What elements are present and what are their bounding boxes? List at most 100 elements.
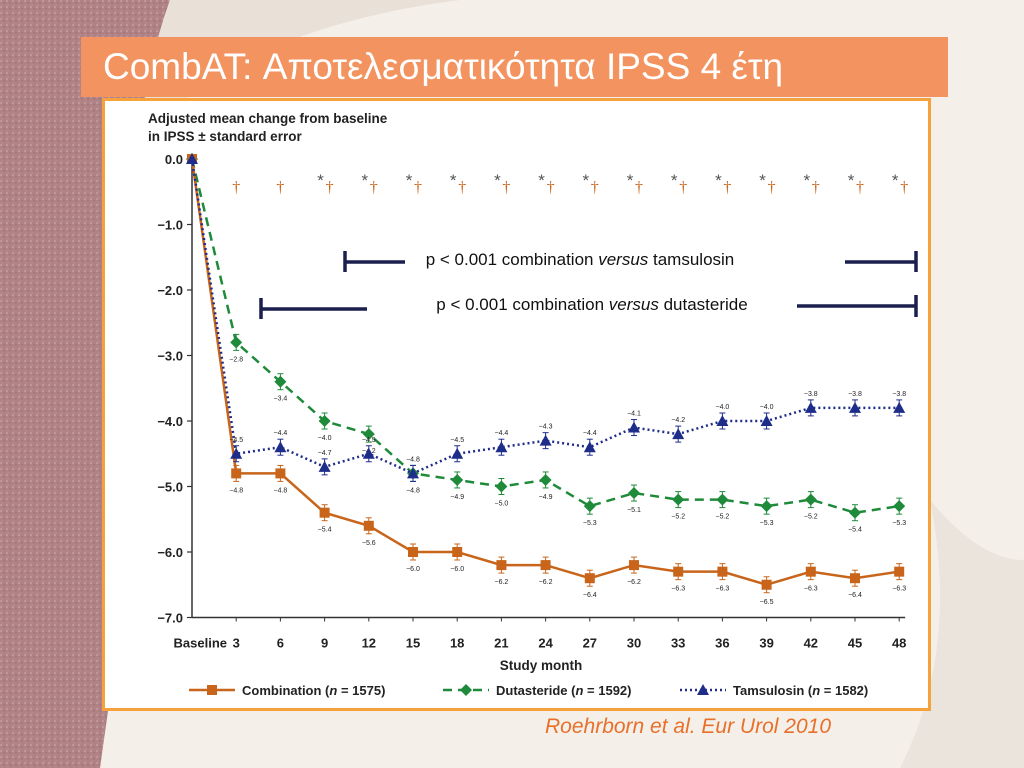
data-point xyxy=(408,547,418,557)
series-combination: −4.8 −4.8 −5.4 −5.6 −6.0 −6.0 −6.2 −6.2 −6.4 −6.2… xyxy=(187,154,906,606)
data-point xyxy=(319,507,330,518)
x-tick-label: 27 xyxy=(583,636,597,651)
series-line xyxy=(190,158,900,587)
data-point xyxy=(362,428,375,441)
dagger-marker: † xyxy=(723,179,731,196)
data-point xyxy=(362,447,375,459)
data-point xyxy=(849,401,861,413)
data-point xyxy=(231,468,242,479)
data-label: −6.0 xyxy=(450,566,464,573)
annotation-tamsulosin-italic: versus xyxy=(598,250,649,269)
data-label: −4.1 xyxy=(627,411,641,418)
series-tamsulosin: −4.5 −4.4 −4.7 −4.5 −4.8 −4.5 −4.4 −4.3 −4.4 −4.1… xyxy=(186,153,906,482)
annotation-dutasteride: p < 0.001 combination versus dutasteride xyxy=(436,295,747,314)
data-label: −3.8 xyxy=(804,391,818,398)
bracket-dutasteride xyxy=(259,295,918,319)
data-point xyxy=(495,480,508,493)
star-marker: * xyxy=(671,171,678,190)
y-tick-label: −3.0 xyxy=(157,349,183,364)
data-point xyxy=(804,401,817,413)
annotation-dutasteride-prefix: p < 0.001 combination xyxy=(436,295,608,314)
x-tick-label: 24 xyxy=(538,636,553,651)
data-label: −4.9 xyxy=(539,494,553,501)
x-tick-label: 3 xyxy=(233,636,240,651)
data-point xyxy=(584,573,595,584)
axes: 0.0 −1.0 −2.0 −3.0 −4.0 −5.0 −6.0 −7.0 Baseline 3… xyxy=(157,152,906,651)
dagger-marker: † xyxy=(232,179,240,196)
data-label: −4.9 xyxy=(450,494,464,501)
chart-frame: Adjusted mean change from baseline in IP… xyxy=(102,98,931,711)
data-label: −6.4 xyxy=(848,592,862,599)
data-point xyxy=(496,560,507,571)
data-label: −4.0 xyxy=(715,404,729,411)
star-marker: * xyxy=(715,171,722,190)
data-label: −5.4 xyxy=(848,527,862,534)
y-axis-label-line1: Adjusted mean change from baseline xyxy=(148,111,388,126)
data-point xyxy=(452,547,463,557)
data-label: −4.8 xyxy=(273,487,287,494)
data-label: −3.8 xyxy=(848,391,862,398)
data-label: −4.4 xyxy=(494,430,508,437)
annotation-tamsulosin-prefix: p < 0.001 combination xyxy=(426,250,598,269)
data-point xyxy=(318,415,331,427)
dagger-marker: † xyxy=(591,179,599,196)
data-point xyxy=(274,441,287,453)
legend-label: Combination (n = 1575) xyxy=(242,683,385,698)
data-point xyxy=(539,473,552,486)
star-marker: * xyxy=(848,171,855,190)
legend: Combination (n = 1575) Dutasteride (n = 1… xyxy=(189,683,868,698)
x-tick-label: 21 xyxy=(494,636,508,651)
dagger-marker: † xyxy=(635,179,643,196)
data-label: −2.8 xyxy=(229,356,243,363)
data-label: −4.8 xyxy=(229,487,243,494)
x-tick-label: 33 xyxy=(671,636,685,651)
data-point xyxy=(673,566,684,577)
data-label: −6.4 xyxy=(583,592,597,599)
series-line xyxy=(190,158,900,475)
data-point xyxy=(760,500,773,513)
dagger-marker: † xyxy=(900,179,908,196)
star-marker: * xyxy=(494,171,501,190)
star-marker: * xyxy=(538,171,545,190)
data-point xyxy=(804,493,817,506)
data-point xyxy=(716,415,729,426)
data-point xyxy=(363,520,374,531)
data-point xyxy=(716,493,729,506)
dagger-marker: † xyxy=(326,179,334,196)
y-tick-label: −1.0 xyxy=(157,218,183,233)
dagger-marker: † xyxy=(502,179,510,196)
x-tick-label: 12 xyxy=(362,636,376,651)
citation: Roehrborn et al. Eur Urol 2010 xyxy=(545,715,831,738)
x-tick-label: 6 xyxy=(277,636,284,651)
dagger-marker: † xyxy=(812,179,820,196)
data-point xyxy=(672,493,685,506)
x-tick-label: 15 xyxy=(406,636,420,651)
x-tick-label: 39 xyxy=(759,636,773,651)
data-label: −4.5 xyxy=(362,437,376,444)
y-tick-label: −4.0 xyxy=(157,414,183,429)
star-marker: * xyxy=(406,171,413,190)
series-line xyxy=(190,158,900,514)
x-tick-label: 9 xyxy=(321,636,328,651)
data-point xyxy=(628,487,640,500)
data-point xyxy=(318,460,331,472)
star-marker: * xyxy=(627,171,634,190)
slide-title: CombAT: Αποτελεσματικότητα IPSS 4 έτη xyxy=(81,37,948,97)
ipss-line-chart: Adjusted mean change from baseline in IP… xyxy=(148,111,918,698)
star-marker: * xyxy=(361,171,368,190)
star-marker: * xyxy=(317,171,324,190)
data-label: −6.2 xyxy=(494,579,508,586)
legend-item-dutasteride: Dutasteride (n = 1592) xyxy=(443,683,632,698)
x-tick-label: 45 xyxy=(848,636,862,651)
data-point xyxy=(761,579,772,590)
dagger-marker: † xyxy=(370,179,378,196)
data-point xyxy=(583,441,596,453)
data-label: −6.2 xyxy=(539,579,553,586)
data-label: −5.3 xyxy=(760,520,774,527)
data-label: −5.2 xyxy=(715,514,729,521)
x-tick-label: Baseline xyxy=(174,636,227,651)
data-point xyxy=(230,447,243,459)
star-marker: * xyxy=(582,171,589,190)
legend-marker xyxy=(207,685,217,695)
data-point xyxy=(230,336,243,349)
